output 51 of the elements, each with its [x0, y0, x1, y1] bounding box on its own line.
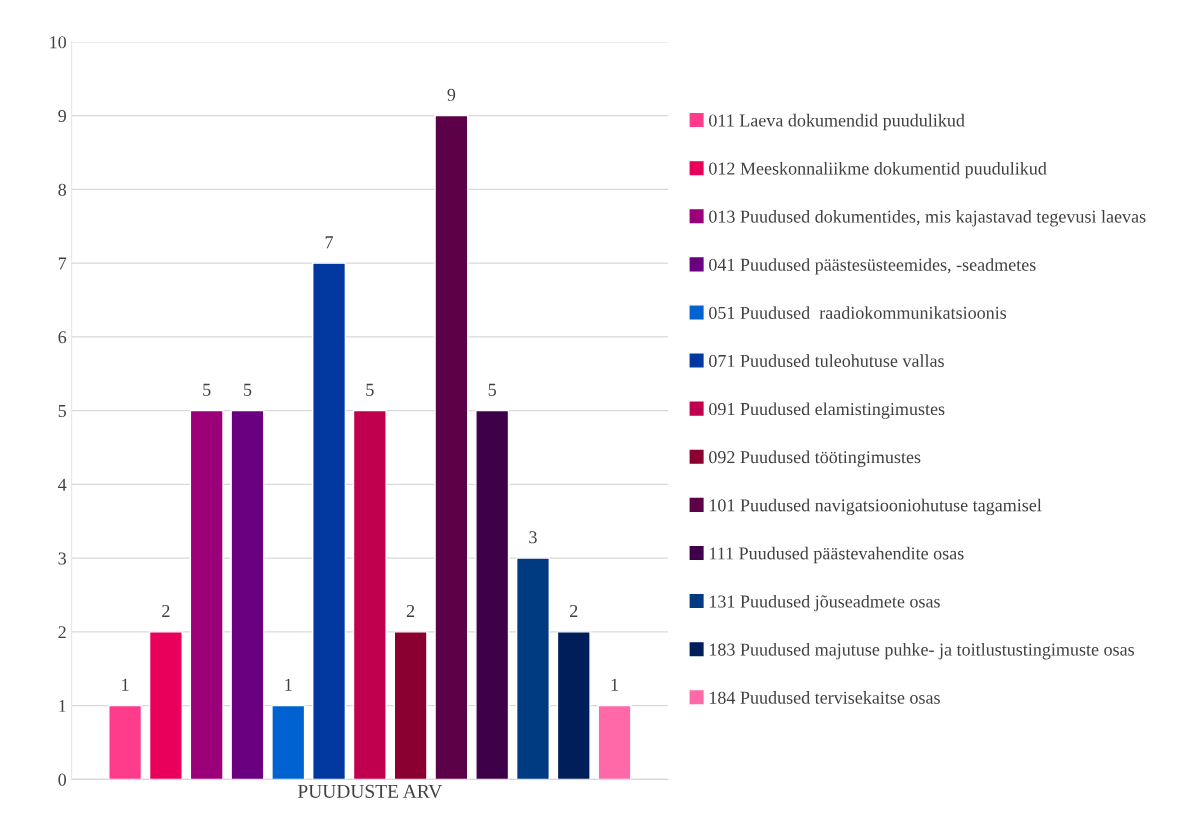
y-tick-label: 2 — [58, 626, 66, 639]
data-label: 2 — [162, 604, 170, 617]
y-tick-label: 5 — [58, 405, 67, 418]
y-tick-label: 3 — [58, 552, 67, 565]
data-label: 2 — [406, 604, 415, 617]
data-label: 2 — [570, 604, 578, 617]
legend-label: 012 Meeskonnaliikme dokumentid puudulikud — [709, 161, 1047, 179]
data-label: 9 — [447, 88, 456, 101]
data-label: 3 — [529, 531, 537, 544]
bar — [597, 704, 632, 780]
bar — [556, 631, 591, 780]
legend-label: 071 Puudused tuleohutuse vallas — [709, 354, 944, 368]
legend-label: 013 Puudused dokumentides, mis kajastavad tegevusi laevas — [709, 210, 1146, 227]
data-label: 5 — [366, 383, 374, 396]
data-label: 5 — [244, 383, 252, 396]
y-tick-label: 0 — [58, 773, 67, 786]
x-tick-label: PUUDUSTE ARV — [297, 784, 443, 798]
y-tick-label: 6 — [58, 331, 67, 344]
y-tick-label: 1 — [59, 699, 66, 712]
legend-label: 092 Puudused töötingimustes — [709, 450, 921, 467]
y-tick-label: 8 — [58, 183, 67, 196]
legend-label: 111 Puudused päästevahendite osas — [709, 546, 964, 564]
legend-label: 091 Puudused elamistingimustes — [709, 402, 945, 419]
y-tick-label: 4 — [58, 478, 67, 491]
legend-label: 051 Puudused raadiokommunikatsioonis — [709, 306, 1007, 319]
bar — [352, 409, 387, 780]
legend-label: 184 Puudused tervisekaitse osas — [709, 691, 940, 704]
bar — [393, 631, 428, 780]
bar — [189, 409, 224, 780]
bar — [230, 409, 265, 780]
bar — [108, 704, 143, 780]
legend-label: 183 Puudused majutuse puhke- ja toitlustustingimuste osas — [709, 642, 1134, 660]
bar — [475, 409, 510, 780]
legend-label: 011 Laeva dokumendid puudulikud — [709, 113, 965, 131]
bar — [515, 557, 550, 780]
data-label: 1 — [122, 678, 129, 691]
bar — [434, 114, 469, 780]
y-tick-label: 7 — [58, 257, 67, 270]
bar — [148, 631, 183, 780]
legend-label: 101 Puudused navigatsiooniohutuse tagamisel — [709, 498, 1042, 516]
bar — [312, 262, 347, 780]
y-tick-label: 10 — [50, 36, 67, 49]
y-tick-label: 9 — [58, 109, 66, 123]
legend-label: 131 Puudused jõuseadmete osas — [709, 594, 940, 612]
data-label: 5 — [203, 383, 211, 396]
data-label: 5 — [488, 383, 496, 396]
data-label: 1 — [611, 678, 618, 691]
data-label: 1 — [285, 678, 292, 691]
legend-label: 041 Puudused päästesüsteemides, -seadmetes — [709, 258, 1036, 275]
bar — [271, 704, 306, 780]
data-label: 7 — [325, 236, 334, 249]
